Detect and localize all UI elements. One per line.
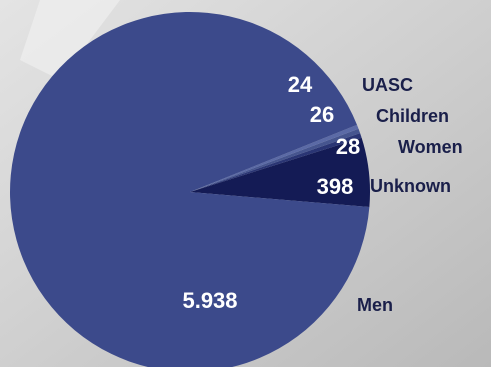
category-label: Unknown	[370, 176, 451, 196]
category-label: UASC	[362, 75, 413, 95]
pie-slice	[190, 133, 362, 192]
category-label: Children	[376, 106, 449, 126]
category-label: Men	[357, 295, 393, 315]
value-label: 26	[310, 102, 334, 127]
background-shape	[20, 0, 120, 80]
pie-slice	[190, 124, 359, 192]
value-label: 24	[288, 72, 313, 97]
pie-slice	[190, 128, 361, 192]
pie-slice	[10, 12, 370, 367]
value-label: 398	[317, 174, 354, 199]
value-label: 5.938	[182, 288, 237, 313]
pie-slice	[190, 137, 370, 208]
value-label: 28	[336, 134, 360, 159]
category-label: Women	[398, 137, 463, 157]
